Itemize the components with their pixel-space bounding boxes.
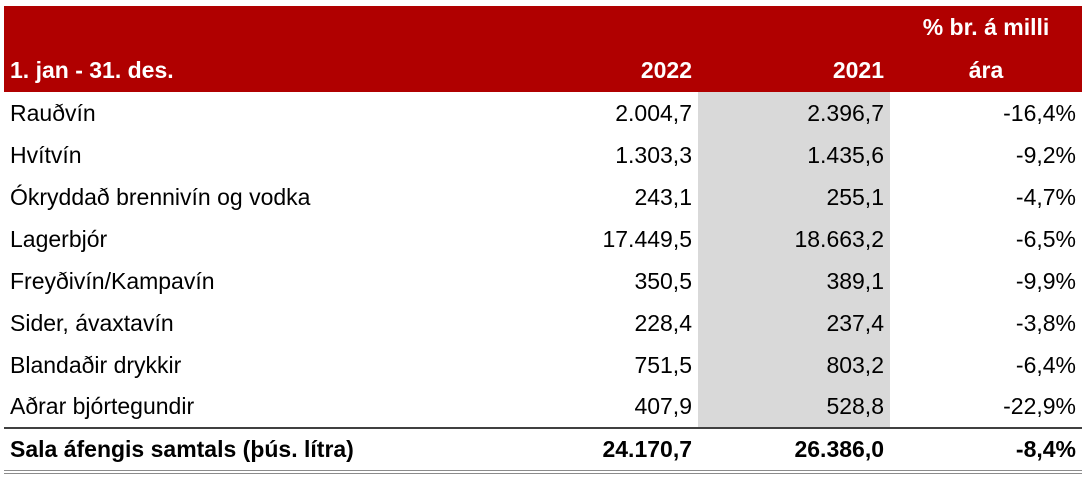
table-cell: 228,4 [634,309,692,336]
header-cell: % br. á milli [922,14,1050,40]
table-cell: Lagerbjór [10,225,108,252]
table-cell: 528,8 [698,386,890,428]
table-cell: Sider, ávaxtavín [10,309,174,336]
header-row: 1. jan - 31. des. 2022 2021 ára [4,49,1082,92]
table-cell: -9,2% [1015,141,1076,168]
table-body: Rauðvín 2.004,7 2.396,7 -16,4% Hvítvín 1.303,… [4,92,1082,472]
table-cell: 389,1 [698,260,890,302]
header-cell: 1. jan - 31. des. [10,57,174,83]
table-cell: -16,4% [1003,99,1076,126]
table-cell: 751,5 [634,351,692,378]
table-cell: 24.170,7 [602,436,692,462]
table-cell: Blandaðir drykkir [10,351,182,378]
table-cell: 243,1 [634,183,692,210]
table-cell: 1.303,3 [615,141,692,168]
table-cell: 2.396,7 [698,92,890,134]
table-cell: -9,9% [1015,267,1076,294]
table-row: Freyðivín/Kampavín 350,5 389,1 -9,9% [4,260,1082,302]
header-cell: 2021 [832,57,884,83]
table-cell: -6,4% [1015,351,1076,378]
table-cell: 407,9 [634,393,692,419]
header-row-top: % br. á milli [4,6,1082,49]
table-row: Aðrar bjórtegundir 407,9 528,8 -22,9% [4,386,1082,428]
table-cell: Freyðivín/Kampavín [10,267,215,294]
table-cell: 1.435,6 [698,134,890,176]
sales-table: % br. á milli 1. jan - 31. des. 2022 202… [4,6,1082,474]
table-cell: -22,9% [1003,393,1076,419]
table-cell: -4,7% [1015,183,1076,210]
table-row: Ókryddað brennivín og vodka 243,1 255,1 -4,… [4,176,1082,218]
total-row: Sala áfengis samtals (þús. lítra) 24.170,… [4,428,1082,472]
table-cell: 255,1 [698,176,890,218]
table-cell: 18.663,2 [698,218,890,260]
table-cell: Aðrar bjórtegundir [10,393,195,419]
table-cell: Rauðvín [10,99,96,126]
table-cell: -6,5% [1015,225,1076,252]
table-cell: -3,8% [1015,309,1076,336]
table-row: Rauðvín 2.004,7 2.396,7 -16,4% [4,92,1082,134]
table-cell: 350,5 [634,267,692,294]
table-row: Hvítvín 1.303,3 1.435,6 -9,2% [4,134,1082,176]
table-row: Lagerbjór 17.449,5 18.663,2 -6,5% [4,218,1082,260]
table-cell: -8,4% [1015,436,1076,462]
table-cell: Ókryddað brennivín og vodka [10,183,311,210]
table-row: Blandaðir drykkir 751,5 803,2 -6,4% [4,344,1082,386]
table-cell: 2.004,7 [615,99,692,126]
table-cell: 803,2 [698,344,890,386]
header-cell: ára [968,57,1004,83]
table-cell: 26.386,0 [698,428,890,472]
table-cell: 237,4 [698,302,890,344]
table-cell: Sala áfengis samtals (þús. lítra) [10,436,354,462]
table-row: Sider, ávaxtavín 228,4 237,4 -3,8% [4,302,1082,344]
header-cell: 2022 [640,57,692,83]
table-cell: Hvítvín [10,141,82,168]
table-cell: 17.449,5 [602,225,692,252]
